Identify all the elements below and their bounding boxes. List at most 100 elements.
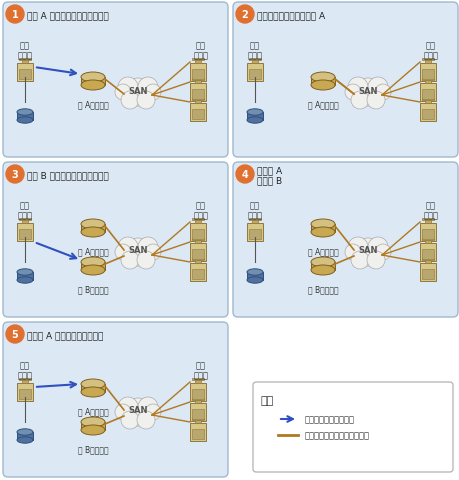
Circle shape (350, 92, 368, 110)
Text: SAN: SAN (128, 246, 147, 255)
Ellipse shape (17, 437, 33, 443)
Bar (19, 378, 31, 380)
Text: 卷 A（读写）: 卷 A（读写） (78, 100, 108, 109)
Bar (22, 61, 28, 64)
Text: SAN: SAN (358, 86, 377, 96)
Bar (246, 224, 263, 241)
Circle shape (347, 78, 367, 98)
Bar (191, 398, 203, 400)
Bar (191, 258, 203, 261)
Ellipse shape (81, 228, 105, 238)
Bar (81, 263, 105, 270)
Circle shape (344, 244, 360, 261)
Bar (195, 220, 201, 224)
Circle shape (366, 252, 384, 269)
Bar (421, 250, 433, 260)
Circle shape (366, 92, 384, 110)
Bar (191, 99, 203, 101)
Bar (421, 79, 433, 81)
Bar (424, 240, 430, 243)
FancyBboxPatch shape (252, 382, 452, 472)
Bar (81, 78, 105, 86)
Bar (246, 113, 263, 121)
Ellipse shape (17, 109, 33, 116)
Text: 生成或刷新报表数据库: 生成或刷新报表数据库 (304, 415, 354, 424)
Bar (195, 61, 201, 64)
Bar (81, 225, 105, 232)
Text: 生产
服务器: 生产 服务器 (17, 201, 33, 220)
Bar (17, 224, 33, 241)
Text: 卷 A（只读）: 卷 A（只读） (307, 100, 338, 109)
Text: 生产
服务器: 生产 服务器 (247, 41, 262, 60)
Circle shape (367, 78, 387, 98)
Circle shape (124, 398, 151, 426)
Bar (419, 104, 435, 122)
Text: 3: 3 (11, 169, 18, 180)
Circle shape (6, 166, 24, 184)
Bar (248, 70, 260, 80)
Text: 报表
服务器: 报表 服务器 (193, 360, 208, 380)
Bar (419, 84, 435, 102)
Circle shape (121, 252, 139, 269)
Bar (419, 243, 435, 262)
Bar (190, 104, 206, 122)
Circle shape (367, 238, 387, 257)
Bar (421, 70, 433, 80)
Bar (191, 79, 203, 81)
Circle shape (121, 411, 139, 429)
Text: 卸除卷 A
装入卷 B: 卸除卷 A 装入卷 B (257, 166, 281, 185)
Bar (19, 229, 31, 240)
Circle shape (344, 85, 360, 101)
Bar (17, 383, 33, 401)
Text: 卷 B（读写）: 卷 B（读写） (78, 285, 108, 293)
Bar (191, 418, 203, 420)
Text: 在卷 B 中生成第二个报表数据库: 在卷 B 中生成第二个报表数据库 (27, 171, 108, 180)
Text: 卷 B（只读）: 卷 B（只读） (78, 444, 108, 453)
FancyBboxPatch shape (3, 163, 228, 317)
Bar (191, 110, 203, 120)
Bar (421, 90, 433, 100)
Bar (310, 78, 334, 86)
Bar (81, 384, 105, 392)
Bar (421, 258, 433, 261)
Ellipse shape (246, 109, 263, 116)
Bar (191, 429, 203, 439)
Circle shape (138, 238, 157, 257)
Text: 生产
服务器: 生产 服务器 (17, 41, 33, 60)
Ellipse shape (81, 81, 105, 91)
Bar (19, 59, 31, 61)
Bar (252, 61, 257, 64)
Bar (421, 110, 433, 120)
Bar (190, 243, 206, 262)
FancyBboxPatch shape (233, 163, 457, 317)
Ellipse shape (310, 228, 334, 238)
Circle shape (115, 85, 131, 101)
Circle shape (137, 411, 155, 429)
Bar (424, 220, 430, 224)
Bar (17, 64, 33, 82)
Bar (421, 239, 433, 240)
Circle shape (235, 166, 253, 184)
Text: 卷 B（只读）: 卷 B（只读） (307, 285, 337, 293)
Bar (22, 380, 28, 383)
Ellipse shape (246, 269, 263, 276)
Bar (19, 218, 31, 220)
Text: 报表
服务器: 报表 服务器 (423, 201, 437, 220)
Circle shape (145, 244, 161, 261)
Ellipse shape (81, 73, 105, 83)
Circle shape (118, 397, 138, 417)
Text: 卷 A（只读）: 卷 A（只读） (78, 247, 108, 255)
Bar (22, 220, 28, 224)
Bar (195, 380, 201, 383)
Ellipse shape (81, 257, 105, 267)
Ellipse shape (81, 387, 105, 397)
Text: 装入报表卷并附加报表数据库: 装入报表卷并附加报表数据库 (304, 431, 369, 440)
Ellipse shape (81, 417, 105, 427)
Text: SAN: SAN (128, 86, 147, 96)
Bar (246, 273, 263, 280)
Bar (191, 239, 203, 240)
Circle shape (374, 85, 390, 101)
Ellipse shape (310, 265, 334, 276)
Bar (190, 403, 206, 421)
Bar (252, 220, 257, 224)
